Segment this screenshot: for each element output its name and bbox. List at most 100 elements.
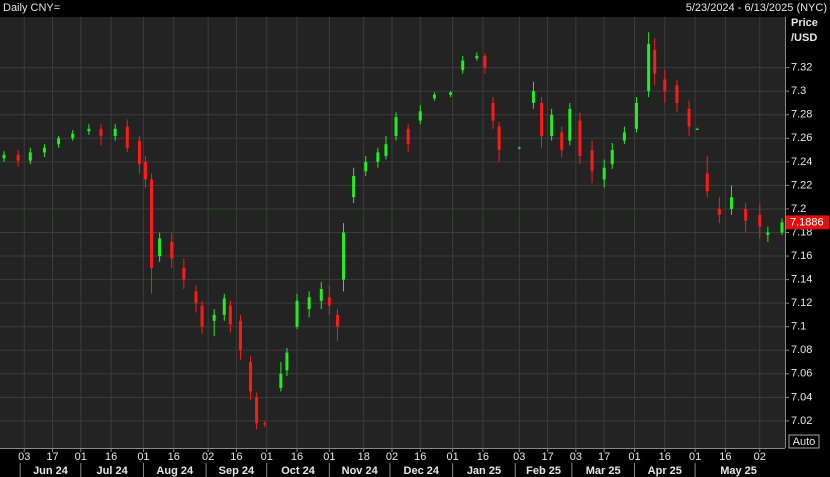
y-tick-label: 7.04 bbox=[791, 391, 812, 403]
candle-body bbox=[222, 298, 226, 315]
y-tick-label: 7.18 bbox=[791, 226, 812, 238]
x-tick-label: 16 bbox=[477, 451, 489, 463]
month-label: Aug 24 bbox=[156, 465, 194, 477]
candle-body bbox=[319, 289, 323, 301]
candle-body bbox=[255, 397, 259, 424]
x-tick-label: 16 bbox=[719, 451, 731, 463]
candle-body bbox=[663, 79, 667, 92]
candle-body bbox=[568, 108, 572, 141]
y-tick-label: 7.08 bbox=[791, 344, 812, 356]
candle-body bbox=[376, 152, 380, 162]
candle-body bbox=[406, 128, 410, 145]
y-tick-label: 7.02 bbox=[791, 415, 812, 427]
candle-body bbox=[687, 108, 691, 127]
x-tick-label: 03 bbox=[570, 451, 582, 463]
candle-body bbox=[729, 197, 733, 209]
candle-body bbox=[137, 140, 141, 165]
candle-body bbox=[150, 179, 154, 268]
month-label: Jun 24 bbox=[33, 465, 69, 477]
candle-body bbox=[517, 147, 521, 149]
x-tick-label: 01 bbox=[75, 451, 87, 463]
candle-body bbox=[540, 102, 544, 136]
y-tick-label: 7.2 bbox=[791, 203, 806, 215]
candle-body bbox=[602, 167, 606, 180]
candle-body bbox=[418, 111, 422, 121]
candle-body bbox=[364, 161, 368, 172]
candle-body bbox=[758, 214, 762, 227]
x-tick-label: 01 bbox=[137, 451, 149, 463]
x-tick-label: 17 bbox=[541, 451, 553, 463]
y-axis-label: Price bbox=[791, 17, 818, 29]
x-tick-label: 17 bbox=[46, 451, 58, 463]
candle-body bbox=[71, 133, 75, 139]
candle-body bbox=[560, 132, 564, 151]
candle-body bbox=[449, 92, 453, 95]
candle-body bbox=[42, 147, 46, 153]
candle-body bbox=[497, 126, 501, 151]
candle-body bbox=[279, 373, 283, 388]
candle-body bbox=[113, 128, 117, 136]
candle-body bbox=[491, 102, 495, 121]
candle-body bbox=[394, 117, 398, 136]
candle-body bbox=[590, 150, 594, 172]
candle-body bbox=[610, 150, 614, 165]
candle-body bbox=[307, 297, 311, 310]
x-tick-label: 16 bbox=[659, 451, 671, 463]
month-label: May 25 bbox=[720, 465, 757, 477]
candle-body bbox=[432, 94, 436, 99]
candle-body bbox=[578, 120, 582, 156]
last-price-box bbox=[786, 215, 829, 230]
candle-body bbox=[285, 352, 289, 371]
x-tick-label: 01 bbox=[689, 451, 701, 463]
x-tick-label: 17 bbox=[598, 451, 610, 463]
month-label: Sep 24 bbox=[219, 465, 255, 477]
candle-body bbox=[717, 208, 721, 215]
candle-body bbox=[87, 128, 91, 132]
candle-body bbox=[352, 175, 356, 198]
x-tick-label: 03 bbox=[18, 451, 30, 463]
x-tick-label: 02 bbox=[202, 451, 214, 463]
candle-body bbox=[16, 154, 20, 161]
x-tick-label: 01 bbox=[261, 451, 273, 463]
y-tick-label: 7.12 bbox=[791, 297, 812, 309]
month-label: Dec 24 bbox=[404, 465, 440, 477]
auto-button[interactable] bbox=[788, 434, 820, 449]
candle-body bbox=[475, 55, 479, 59]
x-tick-label: 16 bbox=[168, 451, 180, 463]
chart-title: Daily CNY= bbox=[3, 2, 60, 14]
candle-body bbox=[342, 232, 346, 280]
candle-body bbox=[28, 152, 32, 161]
x-tick-label: 02 bbox=[386, 451, 398, 463]
candle-body bbox=[653, 49, 657, 74]
candle-body bbox=[295, 300, 299, 327]
candle-body bbox=[335, 314, 339, 327]
y-tick-label: 7.28 bbox=[791, 109, 812, 121]
y-tick-label: 7.14 bbox=[791, 274, 812, 286]
x-tick-label: 18 bbox=[358, 451, 370, 463]
y-tick-label: 7.32 bbox=[791, 62, 812, 74]
y-tick-label: 7.24 bbox=[791, 156, 812, 168]
candle-body bbox=[57, 138, 61, 145]
x-tick-label: 16 bbox=[230, 451, 242, 463]
candle-body bbox=[200, 305, 204, 327]
month-label: Apr 25 bbox=[648, 465, 682, 477]
x-tick-label: 16 bbox=[414, 451, 426, 463]
y-tick-label: 7.3 bbox=[791, 85, 806, 97]
candle-body bbox=[212, 314, 216, 321]
x-tick-label: 01 bbox=[323, 451, 335, 463]
candle-body bbox=[170, 241, 174, 259]
candle-body bbox=[384, 144, 388, 156]
candle-body bbox=[194, 291, 198, 304]
candle-body bbox=[647, 44, 651, 92]
x-tick-label: 16 bbox=[291, 451, 303, 463]
candle-body bbox=[695, 128, 699, 130]
candle-body bbox=[531, 91, 535, 103]
y-tick-label: 7.22 bbox=[791, 179, 812, 191]
candle-body bbox=[249, 362, 253, 392]
y-tick-label: 7.16 bbox=[791, 250, 812, 262]
y-axis-label: /USD bbox=[791, 32, 817, 44]
candle-body bbox=[550, 114, 554, 136]
candle-body bbox=[635, 102, 639, 129]
auto-button-label[interactable]: Auto bbox=[793, 436, 816, 448]
candle-body bbox=[125, 126, 129, 148]
